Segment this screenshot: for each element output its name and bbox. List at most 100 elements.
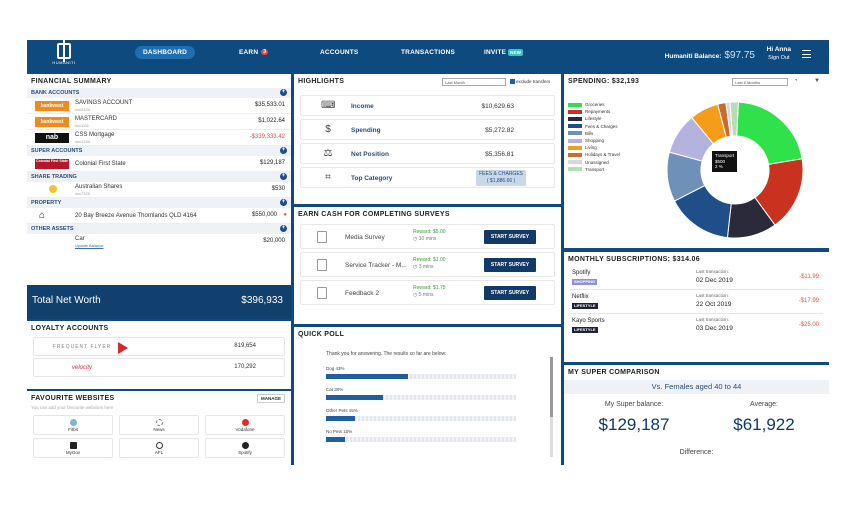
- account-row[interactable]: Australian Shares xxx7329 $530: [27, 182, 291, 198]
- my-super-value: $129,187: [598, 415, 670, 434]
- category-tag: LIFESTYLE: [572, 327, 598, 333]
- quick-poll-panel: QUICK POLL Thank you for answering. The …: [294, 327, 561, 465]
- bankwest-logo: bankwest: [35, 117, 69, 127]
- panel-title: MY SUPER COMPARISON: [568, 369, 660, 376]
- add-account-icon[interactable]: +: [280, 199, 287, 206]
- bankwest-logo: bankwest: [35, 101, 69, 111]
- favourite-mygov[interactable]: MyGov: [33, 438, 113, 458]
- highlight-net-position[interactable]: ⚖ Net Position $5,356.81: [300, 143, 555, 164]
- donut-slice-transport[interactable]: [729, 101, 739, 137]
- warning-icon: ●: [283, 212, 287, 218]
- account-row[interactable]: bankwest SAVINGS ACCOUNT xxx2424 $35,533.01: [27, 98, 291, 114]
- user-menu[interactable]: Hi Anna Sign Out: [766, 46, 791, 61]
- subscription-row[interactable]: Spotify SHOPPING Last transaction: 02 Dec 2…: [570, 266, 823, 290]
- chart-settings-icon[interactable]: ◔: [794, 78, 798, 84]
- poll-scrollbar[interactable]: [550, 357, 553, 457]
- manage-button[interactable]: MANAGE: [257, 394, 285, 403]
- nav-earn[interactable]: EARN 3: [239, 49, 269, 56]
- filter-icon[interactable]: ▼: [814, 78, 820, 84]
- loyalty-row[interactable]: velocity 170,292: [33, 358, 285, 377]
- legend-item[interactable]: Transport: [568, 166, 620, 173]
- favourite-fitbit[interactable]: Fitbit: [33, 415, 113, 435]
- earn-badge: 3: [261, 49, 269, 55]
- category-tag: SHOPPING: [572, 279, 598, 285]
- legend-item[interactable]: Fees & Charges: [568, 123, 620, 130]
- poll-option: Other Pets 15%: [326, 408, 516, 421]
- qantas-logo: FREQUENT FLYER: [52, 344, 112, 350]
- surveys-panel: EARN CASH FOR COMPLETING SURVEYS Media S…: [294, 207, 561, 324]
- favourite-afl[interactable]: AFL: [119, 438, 199, 458]
- panel-title: EARN CASH FOR COMPLETING SURVEYS: [298, 211, 450, 218]
- poll-fill: [326, 374, 408, 379]
- legend-item[interactable]: Repayments: [568, 108, 620, 115]
- subscription-row[interactable]: Kayo Sports LIFESTYLE Last transaction: 03 …: [572, 317, 819, 333]
- clock-icon: ◷: [413, 236, 419, 242]
- favourites-subtitle: You can add your favourite websites here: [31, 405, 114, 410]
- add-account-icon[interactable]: +: [280, 147, 287, 154]
- tag-icon: ⌗: [325, 172, 331, 183]
- legend-item[interactable]: Bills: [568, 130, 620, 137]
- highlight-spending[interactable]: $ Spending $5,272.82: [300, 119, 555, 140]
- nav-dashboard[interactable]: DASHBOARD: [135, 46, 196, 59]
- highlight-top-category[interactable]: ⌗ Top Category FEES & CHARGES( $1,886.66 ): [300, 167, 555, 188]
- humaniti-logo[interactable]: HUMANITI: [49, 40, 79, 70]
- add-account-icon[interactable]: +: [280, 173, 287, 180]
- legend-item[interactable]: Unassigned: [568, 159, 620, 166]
- account-row[interactable]: Colonial First State Colonial First State…: [27, 156, 291, 172]
- highlight-income[interactable]: ⌨ Income $10,629.63: [300, 95, 555, 116]
- nav-accounts[interactable]: ACCOUNTS: [320, 49, 359, 56]
- loyalty-row[interactable]: FREQUENT FLYER 819,654: [33, 337, 285, 356]
- exclude-transfers-checkbox[interactable]: exclude transfers: [510, 79, 550, 84]
- nav-transactions[interactable]: TRANSACTIONS: [401, 49, 456, 56]
- add-account-icon[interactable]: +: [280, 225, 287, 232]
- donut-slice-groceries[interactable]: [736, 101, 803, 165]
- legend-swatch: [568, 124, 582, 129]
- spending-donut-chart[interactable]: [650, 88, 820, 248]
- highlights-panel: HIGHLIGHTS Last Month exclude transfers …: [294, 74, 561, 204]
- sign-out-link[interactable]: Sign Out: [768, 55, 790, 61]
- survey-row: Service Tracker - M... Reward: $1.00 ◷ 3 m…: [300, 252, 555, 277]
- start-survey-button[interactable]: START SURVEY: [484, 286, 536, 300]
- start-survey-button[interactable]: START SURVEY: [484, 258, 536, 272]
- spending-legend: Groceries Repayments Lifestyle Fees & Charg…: [568, 101, 620, 173]
- legend-item[interactable]: Groceries: [568, 101, 620, 108]
- spending-period-select[interactable]: Last 6 Months: [732, 78, 788, 86]
- top-nav-bar: HUMANITI DASHBOARD EARN 3 ACCOUNTS TRANSA…: [27, 40, 829, 72]
- spending-panel: SPENDING: $32,193 Last 6 Months ◔ ▼ Groc…: [564, 74, 829, 248]
- legend-item[interactable]: Holidays & Travel: [568, 151, 620, 158]
- highlights-period-select[interactable]: Last Month: [442, 78, 506, 86]
- legend-item[interactable]: Shopping: [568, 137, 620, 144]
- chart-tooltip: Transport $500 2 %: [712, 151, 738, 172]
- account-row[interactable]: ⌂ 20 Bay Breeze Avenue Thornlands QLD 416…: [27, 208, 291, 224]
- legend-swatch: [568, 109, 582, 114]
- nav-invite[interactable]: INVITE NEW: [484, 49, 524, 56]
- difference-label: Difference:: [679, 449, 714, 456]
- add-account-icon[interactable]: +: [280, 89, 287, 96]
- panel-title: MONTHLY SUBSCRIPTIONS: $314.06: [568, 256, 700, 263]
- clock-icon: ◷: [413, 292, 419, 298]
- poll-fill: [326, 416, 355, 421]
- subscription-row[interactable]: Netflix LIFESTYLE Last transaction: 22 Oct …: [570, 290, 823, 314]
- legend-item[interactable]: Living: [568, 144, 620, 151]
- update-balance-link[interactable]: Update Balance: [75, 243, 104, 248]
- legend-item[interactable]: Lifestyle: [568, 115, 620, 122]
- hamburger-menu-icon[interactable]: [802, 50, 811, 58]
- account-row[interactable]: bankwest MASTERCARD xxx1111 $1,022.64: [27, 114, 291, 130]
- account-row[interactable]: nab CSS Mortgage xxx1234 -$339,333.42: [27, 130, 291, 146]
- new-badge: NEW: [508, 49, 524, 56]
- legend-swatch: [568, 145, 582, 150]
- shares-icon: [49, 185, 57, 193]
- poll-fill: [326, 395, 383, 400]
- favourite-news[interactable]: News: [119, 415, 199, 435]
- account-row[interactable]: Car Update Balance $20,000: [75, 236, 285, 248]
- start-survey-button[interactable]: START SURVEY: [484, 230, 536, 244]
- panel-title: FAVOURITE WEBSITES: [31, 395, 115, 402]
- panel-title: FINANCIAL SUMMARY: [31, 78, 112, 85]
- panel-title: SPENDING: $32,193: [568, 78, 640, 85]
- favourite-vodafone[interactable]: Vodafone: [205, 415, 285, 435]
- financial-summary-panel: FINANCIAL SUMMARY BANK ACCOUNTS + bankwes…: [27, 74, 291, 319]
- panel-title: LOYALTY ACCOUNTS: [31, 325, 109, 332]
- house-icon: ⌂: [39, 210, 46, 221]
- loyalty-accounts-panel: LOYALTY ACCOUNTS FREQUENT FLYER 819,654 v…: [27, 321, 291, 389]
- favourite-spotify[interactable]: Spotify: [205, 438, 285, 458]
